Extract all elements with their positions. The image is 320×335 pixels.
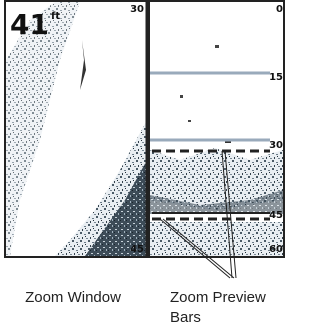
- depth-unit: ft: [51, 11, 60, 22]
- fish-arch: [188, 120, 191, 122]
- zoom-scale-label: 45: [130, 244, 144, 255]
- full-scale-label: 0: [276, 4, 283, 15]
- caption: Zoom Window: [8, 288, 138, 308]
- full-scale-label: 15: [269, 72, 283, 83]
- full-scale-label: 45: [269, 210, 283, 221]
- fish-arch: [180, 95, 183, 98]
- caption: Zoom Preview Bars: [170, 288, 275, 328]
- depth-reading: 41: [10, 8, 49, 41]
- sonar-screen: 41 ft 30 45 0 15 30 45 60: [0, 0, 288, 335]
- full-scale-label: 30: [269, 140, 283, 151]
- page: 41 ft 30 45 0 15 30 45 60 Zoom Window Zo…: [0, 0, 288, 335]
- zoom-scale-label: 30: [130, 4, 144, 15]
- fish-arch: [215, 45, 219, 48]
- full-scale-label: 60: [269, 244, 283, 255]
